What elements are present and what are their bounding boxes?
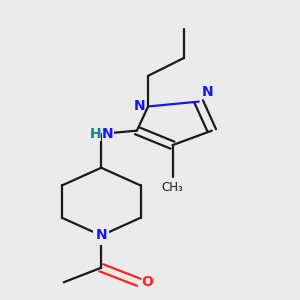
Text: N: N	[134, 100, 145, 113]
Text: H: H	[90, 127, 101, 141]
Text: N: N	[202, 85, 213, 99]
Text: O: O	[142, 275, 154, 289]
Text: CH₃: CH₃	[162, 181, 183, 194]
Text: N: N	[102, 127, 114, 141]
Text: N: N	[95, 229, 107, 242]
